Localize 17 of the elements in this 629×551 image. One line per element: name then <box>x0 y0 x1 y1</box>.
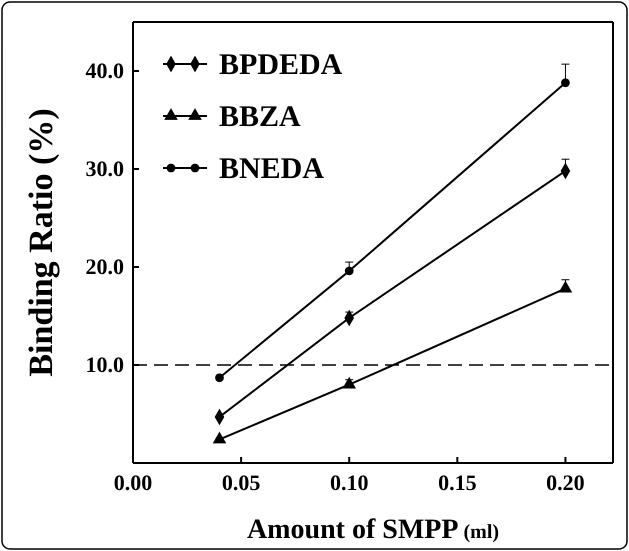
x-axis-title: Amount of SMPP (ml) <box>246 514 500 545</box>
x-tick-label: 0.05 <box>222 470 260 496</box>
y-tick-label: 30.0 <box>86 156 124 182</box>
x-tick-label: 0.00 <box>114 470 152 496</box>
legend-label: BNEDA <box>219 152 324 185</box>
point <box>344 266 354 276</box>
x-tick-label: 0.10 <box>330 470 368 496</box>
y-tick-label: 20.0 <box>86 254 124 280</box>
y-tick-label: 10.0 <box>86 352 124 378</box>
legend-label: BBZA <box>219 100 302 133</box>
point <box>561 78 570 88</box>
y-axis-title: Binding Ratio (%) <box>23 108 60 377</box>
x-tick-label: 0.20 <box>546 470 585 496</box>
y-tick-label: 40.0 <box>86 58 124 84</box>
x-tick-label: 0.15 <box>438 470 477 496</box>
legend-label: BPDEDA <box>219 48 343 81</box>
point <box>215 373 224 382</box>
